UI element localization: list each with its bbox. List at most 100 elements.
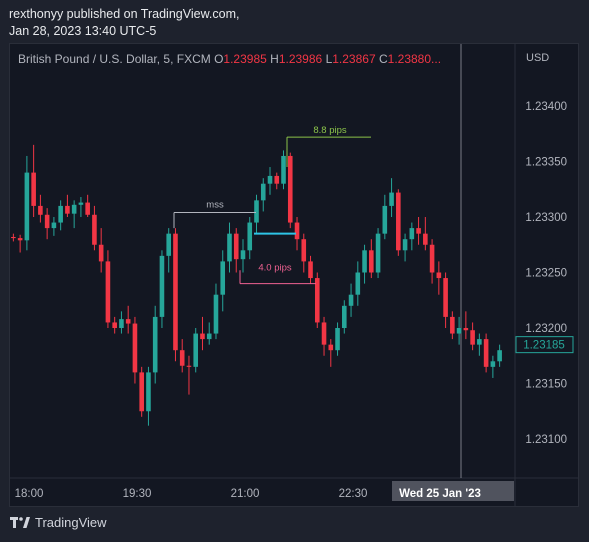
candle-body xyxy=(267,175,273,184)
candle-body xyxy=(477,339,482,345)
candle-body xyxy=(119,319,124,328)
crosshair-date-label: Wed 25 Jan '23 xyxy=(399,488,481,500)
candle-body xyxy=(301,239,307,262)
annotation-label-mss: mss xyxy=(206,200,224,211)
ohlc-high-label: H xyxy=(270,52,279,66)
candle-body xyxy=(470,330,475,345)
candle-body xyxy=(17,238,23,241)
candle-body xyxy=(233,233,239,260)
candle-body xyxy=(314,278,320,323)
candle-body xyxy=(193,333,199,367)
candle-body xyxy=(335,328,340,351)
current-price-box xyxy=(515,336,574,354)
ohlc-close: 1.23880 xyxy=(387,52,432,66)
candle-body xyxy=(429,244,435,273)
tradingview-logo[interactable]: TradingView xyxy=(10,515,107,530)
candle-body xyxy=(369,250,374,273)
candle-body xyxy=(402,239,408,251)
candle-body xyxy=(139,372,144,412)
candle-body xyxy=(132,323,138,373)
annotation-label-4-0-pips: 4.0 pips xyxy=(258,262,292,273)
candle-body xyxy=(341,305,347,328)
candle-body xyxy=(436,272,442,279)
candle-body xyxy=(348,294,354,306)
tradingview-icon xyxy=(10,516,30,528)
candle-body xyxy=(396,192,401,251)
candle-body xyxy=(240,250,246,260)
candle-body xyxy=(186,365,192,367)
candle-body xyxy=(254,200,259,223)
candle-body xyxy=(389,192,394,206)
ohlc-low: 1.23867 xyxy=(332,52,376,66)
candle-body xyxy=(24,172,30,241)
symbol-legend: British Pound / U.S. Dollar, 5, FXCM O1.… xyxy=(18,52,441,66)
ohlc-low-label: L xyxy=(325,52,333,66)
candle-body xyxy=(213,294,219,334)
y-tick-label: 1.23350 xyxy=(525,157,567,169)
candle-body xyxy=(375,233,381,273)
candle-body xyxy=(44,214,50,229)
candle-body xyxy=(220,261,226,295)
y-tick-label: 1.23250 xyxy=(525,268,567,280)
publisher-info: rexthonyy published on TradingView.com, … xyxy=(9,6,239,40)
candle-body xyxy=(328,344,334,351)
x-tick-label: 19:30 xyxy=(123,488,152,500)
candle-body xyxy=(152,316,158,373)
x-tick-label: 21:00 xyxy=(231,488,260,500)
candle-body xyxy=(287,155,293,223)
candle-body xyxy=(51,222,57,229)
candle-body xyxy=(179,350,185,366)
candle-body xyxy=(11,236,16,239)
candle-body xyxy=(159,255,165,317)
x-tick-label: 18:00 xyxy=(15,488,44,500)
currency-label: USD xyxy=(526,52,550,64)
ohlc-high: 1.23986 xyxy=(278,52,323,66)
candle-body xyxy=(416,228,421,234)
ohlc-ellipsis: ... xyxy=(431,52,442,66)
candle-body xyxy=(443,278,448,317)
candle-body xyxy=(409,228,415,240)
candle-body xyxy=(423,233,428,245)
ohlc-open: 1.23985 xyxy=(223,52,267,66)
candle-body xyxy=(456,328,462,334)
candle-body xyxy=(112,322,117,328)
candle-body xyxy=(105,261,111,323)
candle-body xyxy=(321,322,327,345)
candle-body xyxy=(65,205,70,214)
candle-body xyxy=(382,205,388,234)
candle-body xyxy=(450,316,455,334)
candle-body xyxy=(362,250,367,273)
candle-body xyxy=(281,155,286,184)
y-tick-label: 1.23400 xyxy=(525,101,567,113)
candle-body xyxy=(274,175,280,184)
ohlc-open-label: O xyxy=(214,52,224,66)
candle-body xyxy=(71,204,77,214)
candle-body xyxy=(247,222,253,251)
symbol-name: British Pound / U.S. Dollar, 5, FXCM xyxy=(18,52,211,66)
x-tick-label: 22:30 xyxy=(339,488,368,500)
candle-body xyxy=(92,214,97,245)
candle-body xyxy=(31,172,36,206)
publisher-line: rexthonyy published on TradingView.com, xyxy=(9,7,240,21)
candle-body xyxy=(173,233,178,351)
candle-body xyxy=(497,350,502,362)
candle-body xyxy=(355,272,361,295)
y-tick-label: 1.23300 xyxy=(525,212,567,224)
candle-body xyxy=(78,202,84,205)
candle-body xyxy=(166,233,172,256)
candle-body xyxy=(85,202,90,215)
annotation-label-8-8-pips: 8.8 pips xyxy=(313,125,347,136)
y-tick-label: 1.23150 xyxy=(525,379,567,391)
chart-panel[interactable] xyxy=(9,43,579,507)
candle-body xyxy=(294,222,300,240)
candle-body xyxy=(308,261,313,279)
publish-date: Jan 28, 2023 13:40 UTC-5 xyxy=(9,24,157,38)
candle-body xyxy=(58,205,63,223)
candle-body xyxy=(98,244,104,262)
y-tick-label: 1.23100 xyxy=(525,434,567,446)
y-tick-label: 1.23200 xyxy=(525,323,567,335)
ohlc-close-label: C xyxy=(378,52,388,66)
crosshair-date-box xyxy=(392,481,514,501)
candle-body xyxy=(227,233,232,262)
